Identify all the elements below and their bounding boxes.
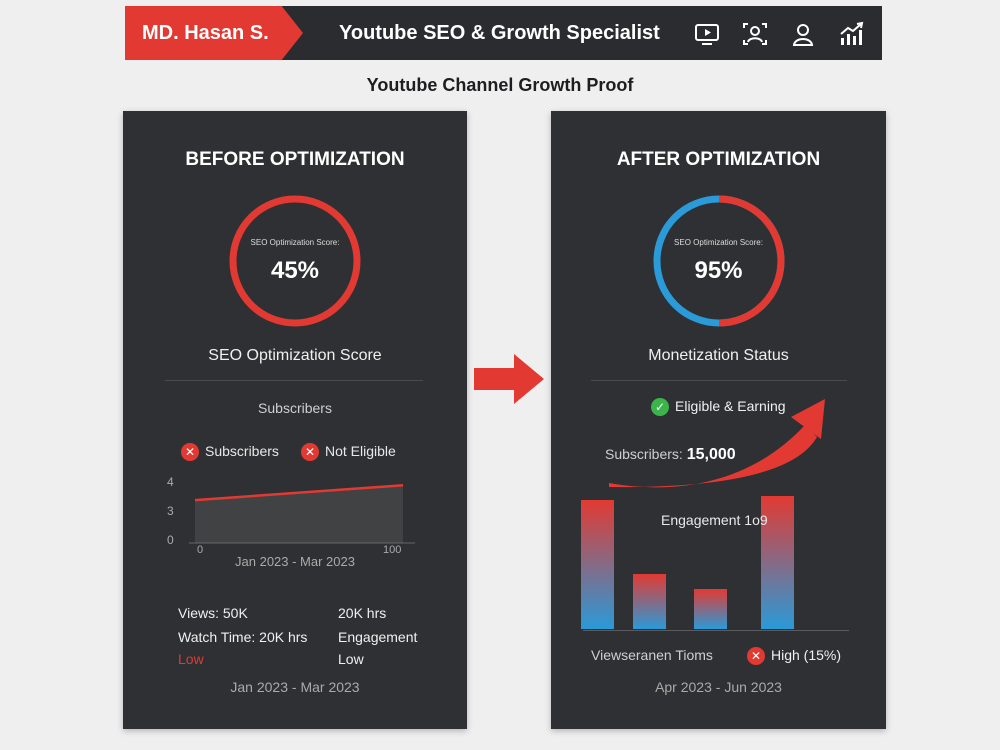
after-divider xyxy=(591,380,847,381)
high-engagement-badge: ✕ High (15%) xyxy=(747,647,842,666)
eligible-label: Eligible & Earning xyxy=(675,398,786,414)
before-line-chart xyxy=(189,484,415,544)
watch-time-stat: Watch Time: 20K hrs xyxy=(178,629,308,645)
video-play-icon[interactable] xyxy=(693,20,721,48)
y-tick-label: 3 xyxy=(167,504,174,518)
low-status-right: Low xyxy=(338,651,364,667)
y-tick-label: 0 xyxy=(167,533,174,547)
before-date-range: Jan 2023 - Mar 2023 xyxy=(230,679,360,695)
before-ring-label: SEO Optimization Score: xyxy=(250,238,340,247)
x-tick-label: 0 xyxy=(197,544,204,556)
after-panel: AFTER OPTIMIZATION SEO Optimization Scor… xyxy=(551,111,886,729)
subscribers-metric: Subscribers: 15,000 xyxy=(605,446,736,463)
before-score-ring xyxy=(229,195,361,327)
bar xyxy=(761,496,794,629)
header-title: Youtube SEO & Growth Specialist xyxy=(339,22,660,44)
not-eligible-badge: ✕ Not Eligible xyxy=(301,443,396,462)
header-bar: MD. Hasan S. Youtube SEO & Growth Specia… xyxy=(125,6,882,60)
audience-icon[interactable] xyxy=(741,20,769,48)
subscribers-label: Subscribers xyxy=(605,446,679,462)
bar-baseline xyxy=(583,630,849,631)
user-icon[interactable] xyxy=(789,20,817,48)
before-ring-value: 45% xyxy=(270,257,320,284)
series-line xyxy=(194,484,404,502)
after-title: AFTER OPTIMIZATION xyxy=(616,149,821,170)
bar xyxy=(694,589,727,629)
subscribers-badge: ✕ Subscribers xyxy=(181,443,279,462)
author-name: MD. Hasan S. xyxy=(142,22,269,44)
hours-stat: 20K hrs xyxy=(338,605,387,621)
before-divider xyxy=(165,380,423,381)
after-ring-value: 95% xyxy=(694,257,743,284)
subscribers-value: 15,000 xyxy=(686,446,736,463)
after-date-range: Apr 2023 - Jun 2023 xyxy=(655,679,782,695)
x-tick-label: 100 xyxy=(383,544,402,556)
right-arrow-icon xyxy=(474,354,544,404)
check-icon: ✓ xyxy=(651,398,669,417)
after-score-ring xyxy=(653,195,784,327)
name-tab: MD. Hasan S. xyxy=(125,6,303,60)
subscribers-badge-label: Subscribers xyxy=(205,443,279,459)
before-subs-heading: Subscribers xyxy=(258,400,332,416)
not-eligible-label: Not Eligible xyxy=(325,443,396,459)
low-status-left: Low xyxy=(178,651,204,667)
views-stat: Views: 50K xyxy=(178,605,248,621)
chart-area xyxy=(195,485,403,543)
after-section-title: Monetization Status xyxy=(648,347,789,364)
growth-chart-icon[interactable] xyxy=(837,20,865,48)
before-section-title: SEO Optimization Score xyxy=(208,347,382,364)
after-bar-chart xyxy=(581,481,851,631)
before-title: BEFORE OPTIMIZATION xyxy=(185,149,405,170)
x-icon: ✕ xyxy=(181,443,199,462)
views-footer-label: Viewseranen Tioms xyxy=(591,647,713,663)
chart-caption: Jan 2023 - Mar 2023 xyxy=(235,554,355,569)
x-icon: ✕ xyxy=(747,647,765,666)
engagement-label: Engagement 1o9 xyxy=(661,512,768,528)
page-subtitle: Youtube Channel Growth Proof xyxy=(366,75,634,95)
engagement-stat: Engagement xyxy=(338,629,418,645)
eligible-status: ✓ Eligible & Earning xyxy=(651,398,786,417)
before-panel: BEFORE OPTIMIZATION SEO Optimization Sco… xyxy=(123,111,467,729)
bar xyxy=(581,500,614,629)
growth-arrow-icon xyxy=(609,399,825,488)
high-engagement-label: High (15%) xyxy=(771,647,842,663)
y-tick-label: 4 xyxy=(167,475,174,489)
bar xyxy=(633,574,666,629)
x-icon: ✕ xyxy=(301,443,319,462)
after-ring-label: SEO Optimization Score: xyxy=(674,238,763,247)
